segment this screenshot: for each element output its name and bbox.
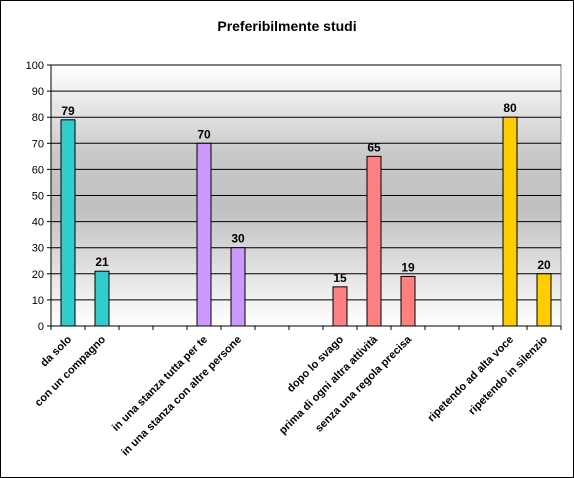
bar (60, 119, 76, 327)
data-label: 19 (401, 260, 415, 274)
y-tick-label: 0 (38, 321, 44, 333)
data-label: 20 (537, 258, 551, 272)
bar (536, 273, 552, 327)
data-label: 21 (95, 255, 109, 269)
data-label: 70 (197, 127, 211, 141)
data-label: 30 (231, 232, 245, 246)
bar (94, 270, 110, 327)
y-tick-label: 20 (32, 269, 44, 281)
bar (366, 155, 382, 327)
data-label: 79 (61, 104, 75, 118)
y-tick-label: 80 (32, 112, 44, 124)
y-tick-label: 60 (32, 164, 44, 176)
data-label: 65 (367, 140, 381, 154)
x-tick-label: dopo lo svago (285, 333, 346, 394)
y-tick-label: 30 (32, 243, 44, 255)
data-label: 80 (503, 101, 517, 115)
chart-title: Preferibilmente studi (217, 18, 357, 34)
bar (230, 247, 246, 327)
y-tick-label: 50 (32, 191, 44, 203)
y-tick-label: 10 (32, 295, 44, 307)
y-tick-label: 40 (32, 217, 44, 229)
y-tick-label: 100 (26, 60, 44, 72)
bar (400, 275, 416, 327)
bar (196, 142, 212, 327)
bar (332, 286, 348, 327)
y-tick-label: 90 (32, 86, 44, 98)
bar (502, 116, 518, 327)
data-label: 15 (333, 271, 347, 285)
y-tick-label: 70 (32, 138, 44, 150)
